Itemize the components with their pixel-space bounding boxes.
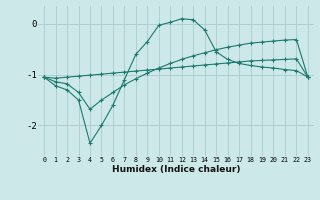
X-axis label: Humidex (Indice chaleur): Humidex (Indice chaleur) <box>112 165 240 174</box>
